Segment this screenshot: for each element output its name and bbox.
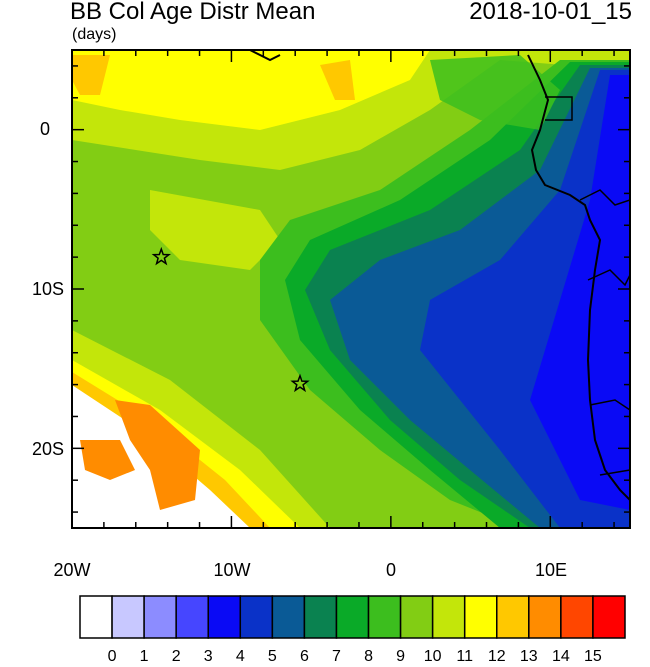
colorbar-swatch [175, 595, 209, 639]
border-line [599, 469, 630, 476]
colorbar-swatch [399, 595, 434, 639]
x-tick-label: 10E [534, 560, 568, 580]
colorbar-label: 1 [139, 648, 149, 665]
colorbar-swatch [560, 595, 594, 639]
x-tick-label: 20W [53, 560, 91, 580]
field-level-13-southwest [115, 400, 200, 510]
border-line [579, 189, 630, 206]
colorbar-label: 8 [364, 648, 373, 665]
colorbar-label: 14 [551, 648, 570, 665]
coastline [527, 54, 630, 501]
colorbar-swatch [239, 595, 274, 639]
coastline-north [249, 50, 281, 62]
colorbar-label: 15 [584, 648, 602, 665]
colorbar-label: 9 [396, 648, 406, 665]
x-tick-label: 0 [385, 560, 396, 580]
colorbar-label: 10 [423, 648, 442, 665]
colorbar-swatch [463, 595, 498, 639]
field-level-12-north [320, 60, 355, 100]
datetime-label: 2018-10-01_15 [469, 0, 632, 25]
map-title: BB Col Age Distr Mean [70, 0, 316, 25]
y-tick-label: 0 [39, 119, 50, 139]
field-level-10-tongue [150, 190, 280, 270]
colorbar-label: 12 [487, 648, 506, 665]
colorbar-swatch [271, 595, 306, 639]
colorbar-swatch [431, 595, 466, 639]
colorbar-label: 2 [171, 648, 181, 665]
colorbar-label: 6 [299, 648, 309, 665]
border-line [589, 399, 630, 411]
units-label: (days) [72, 26, 117, 43]
colorbar-label: 7 [332, 648, 341, 665]
age-field [72, 50, 630, 528]
colorbar-swatch [111, 595, 145, 639]
colorbar [79, 595, 626, 639]
field-land-patch [430, 55, 560, 130]
colorbar-label: 11 [456, 648, 473, 665]
station-star-icon [290, 373, 310, 393]
colorbar-swatch [79, 595, 113, 639]
station-markers [151, 246, 310, 393]
x-tick-label: 10W [213, 560, 251, 580]
colorbar-label: 4 [235, 648, 245, 665]
field-level-13-west [80, 440, 135, 480]
colorbar-swatch [592, 595, 626, 639]
colorbar-label: 13 [519, 648, 538, 665]
y-tick-label: 20S [31, 439, 64, 459]
colorbar-swatch [303, 595, 338, 639]
colorbar-swatch [528, 595, 562, 639]
colorbar-swatch [367, 595, 402, 639]
colorbar-label: 5 [267, 648, 277, 665]
border-line [545, 96, 573, 121]
colorbar-label: 3 [203, 648, 213, 665]
axis-ticks [71, 50, 630, 528]
colorbar-swatch [143, 595, 177, 639]
field-level-12-northwest [72, 55, 110, 95]
border-line [587, 269, 630, 287]
station-star-icon [151, 246, 171, 266]
colorbar-swatch [207, 595, 242, 639]
y-tick-label: 10S [31, 279, 64, 299]
colorbar-swatch [496, 595, 530, 639]
colorbar-label: 0 [107, 648, 117, 665]
colorbar-swatch [335, 595, 370, 639]
